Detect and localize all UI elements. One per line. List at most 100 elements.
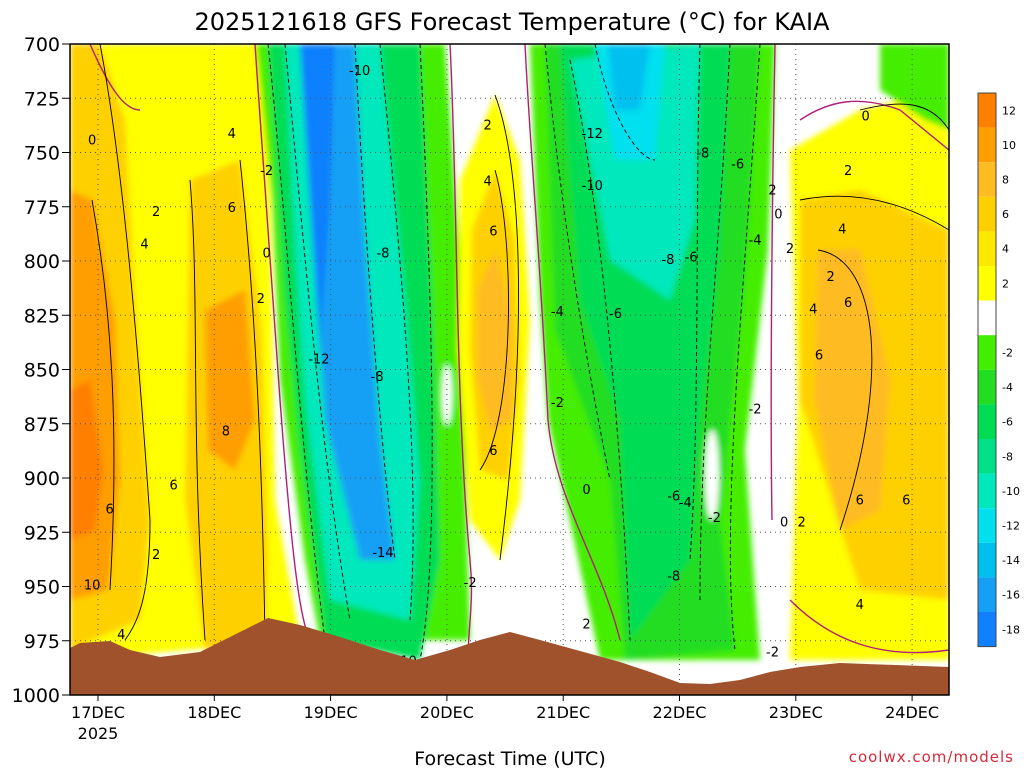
colorbar-swatch <box>978 508 996 543</box>
contour-label: 6 <box>105 502 113 517</box>
contour-label: 6 <box>169 479 177 494</box>
contour-label: -6 <box>609 307 622 322</box>
contour-label: 6 <box>815 348 823 363</box>
contour-label: 0 <box>861 110 869 125</box>
x-axis-year-label: 2025 <box>78 724 119 743</box>
colorbar-label: -12 <box>1002 520 1020 533</box>
contour-label: 2 <box>152 205 160 220</box>
contour-label: 8 <box>222 424 230 439</box>
plot-area: -1004-226402-8-12-88662104-14-102466-2-1… <box>70 44 949 695</box>
colorbar-label: -6 <box>1002 416 1013 429</box>
colorbar-label: 10 <box>1002 139 1016 152</box>
contour-label: 2 <box>797 515 805 530</box>
colorbar-swatch <box>978 369 996 405</box>
y-tick-label: 975 <box>24 631 60 653</box>
isotherm-lines <box>91 44 949 641</box>
chart-title: 2025121618 GFS Forecast Temperature (°C)… <box>195 8 831 36</box>
y-tick-label: 800 <box>24 251 60 273</box>
contour-label: -10 <box>349 64 370 79</box>
colorbar-frame <box>977 92 997 648</box>
y-tick-label: 875 <box>24 414 60 436</box>
colorbar-swatch <box>978 542 996 578</box>
colorbar-label: -16 <box>1002 589 1020 602</box>
colorbar-swatch <box>978 162 996 197</box>
colorbar-label: 12 <box>1002 104 1016 117</box>
contour-label: -4 <box>679 496 692 511</box>
contour-label: 2 <box>483 118 491 133</box>
contour-label: -6 <box>731 157 744 172</box>
contour-label: 2 <box>827 270 835 285</box>
y-tick-label: 950 <box>24 577 60 599</box>
contour-label: 4 <box>140 238 148 253</box>
contour-label: 2 <box>768 183 776 198</box>
terrain-surface <box>70 618 949 695</box>
contour-label: 0 <box>88 133 96 148</box>
contour-label: -8 <box>661 253 674 268</box>
contour-label: 0 <box>780 515 788 530</box>
colorbar-label: 6 <box>1002 208 1009 221</box>
gridlines <box>70 44 949 695</box>
y-tick-label: 775 <box>24 197 60 219</box>
colorbar-swatch <box>978 93 996 128</box>
contour-label: 4 <box>856 598 864 613</box>
contour-label: -2 <box>551 396 564 411</box>
colorbar-swatch <box>978 335 996 370</box>
colorbar-legend: 12 10 8 6 4 2 -2 -4 -6 -8 -10 -12 -14 -16 -18 <box>977 92 1020 648</box>
contour-label: -2 <box>260 164 273 179</box>
contour-label: -12 <box>308 353 329 368</box>
contour-label: -2 <box>766 646 779 661</box>
colorbar-swatch <box>978 612 996 647</box>
colorbar-swatch <box>978 577 996 612</box>
colorbar-label: -8 <box>1002 450 1013 463</box>
colorbar-label: 4 <box>1002 243 1009 256</box>
x-tick-label: 23DEC <box>769 703 823 722</box>
contour-label: 0 <box>582 483 590 498</box>
x-tick-label: 18DEC <box>187 703 241 722</box>
x-tick-label: 24DEC <box>885 703 939 722</box>
contour-label: 6 <box>844 296 852 311</box>
contour-label: -4 <box>551 305 564 320</box>
contour-label: 0 <box>262 246 270 261</box>
y-tick-label: 900 <box>24 468 60 490</box>
colorbar-swatch <box>978 127 996 163</box>
x-tick-label: 22DEC <box>653 703 707 722</box>
credit-text: coolwx.com/models <box>849 748 1014 766</box>
contour-label: -6 <box>685 251 698 266</box>
contour-label: -6 <box>667 489 680 504</box>
colorbar-swatch <box>978 300 996 336</box>
contour-label: 2 <box>786 242 794 257</box>
contour-label: -8 <box>376 246 389 261</box>
contour-label: 2 <box>844 164 852 179</box>
contour-label: 6 <box>489 225 497 240</box>
y-tick-label: 925 <box>24 522 60 544</box>
colorbar-label: -10 <box>1002 485 1020 498</box>
colorbar-swatch <box>978 231 996 266</box>
x-tick-label: 21DEC <box>536 703 590 722</box>
colorbar-swatch <box>978 404 996 439</box>
x-tick-label: 19DEC <box>304 703 358 722</box>
contour-label: 4 <box>838 222 846 237</box>
y-tick-label: 1000 <box>12 685 60 707</box>
contour-label: -2 <box>749 403 762 418</box>
contour-label: -8 <box>696 147 709 162</box>
x-tick-label: 20DEC <box>420 703 474 722</box>
contour-label: -2 <box>708 511 721 526</box>
temperature-bands <box>70 44 949 660</box>
x-axis: 17DEC 18DEC 19DEC 20DEC 21DEC 22DEC 23DEC 24DEC <box>71 695 939 722</box>
contour-label: 6 <box>489 444 497 459</box>
colorbar-swatch <box>978 473 996 509</box>
colorbar-label: 8 <box>1002 174 1009 187</box>
contour-label: 6 <box>902 494 910 509</box>
colorbar-swatch <box>978 439 996 474</box>
colorbar-swatch <box>978 196 996 232</box>
negative-isotherm-lines <box>267 44 761 661</box>
contour-label: -4 <box>749 233 762 248</box>
x-tick-label: 17DEC <box>71 703 125 722</box>
y-axis: 700 725 750 775 800 825 850 875 900 925 950 975 1000 <box>12 34 70 707</box>
contour-label: -12 <box>582 127 603 142</box>
colorbar-label: -18 <box>1002 623 1020 636</box>
colorbar-label: -14 <box>1002 554 1020 567</box>
contour-label: 6 <box>228 201 236 216</box>
contour-label: -14 <box>372 546 393 561</box>
y-tick-label: 725 <box>24 88 60 110</box>
